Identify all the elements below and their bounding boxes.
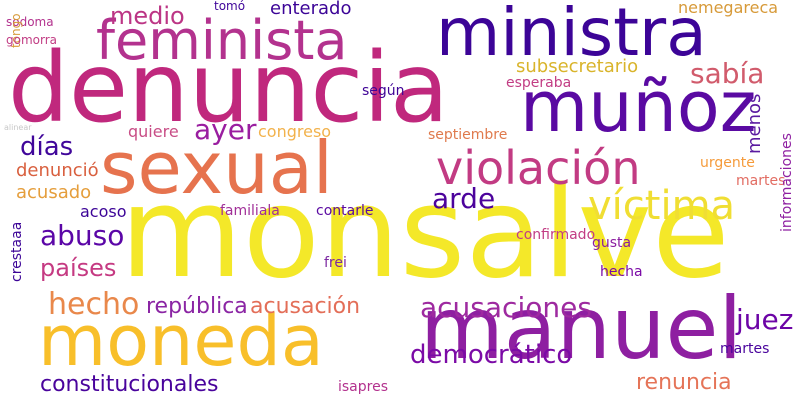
word: países: [40, 254, 117, 282]
word: ayer: [194, 113, 257, 146]
word: acusado: [16, 182, 92, 203]
word: moneda: [38, 300, 324, 382]
word: alinear: [4, 123, 32, 132]
word: monsalve: [120, 159, 730, 306]
word: hecho: [48, 287, 140, 322]
word: acusaciones: [420, 291, 592, 324]
word: manuel: [420, 279, 743, 379]
word: quiere: [128, 122, 179, 141]
word: días: [20, 132, 74, 162]
word: gusta: [592, 235, 632, 251]
word: tomó: [214, 0, 246, 13]
word: urgente: [700, 155, 755, 171]
word: juez: [736, 303, 794, 336]
word: república: [146, 294, 248, 319]
word: gomorra: [6, 33, 57, 47]
word: renuncia: [636, 370, 732, 395]
word: denuncia: [8, 32, 449, 144]
word: familiala: [220, 203, 280, 219]
word: arde: [432, 182, 496, 215]
word: democrático: [410, 340, 573, 370]
word: frei: [324, 255, 347, 271]
word: sodoma: [6, 15, 54, 29]
word: acusación: [250, 294, 361, 319]
word: acoso: [80, 202, 127, 221]
word: muñoz: [520, 66, 757, 148]
word: denunció: [16, 160, 99, 181]
word: informaciones: [779, 133, 795, 232]
word: violación: [436, 141, 641, 195]
word: esperaba: [506, 75, 572, 91]
word: medio: [110, 2, 185, 30]
word: enterado: [270, 0, 352, 19]
word: ministra: [436, 0, 707, 71]
word: sabía: [690, 57, 765, 90]
word: feminista: [96, 9, 348, 72]
word: hecha: [600, 264, 643, 280]
word: martes: [736, 173, 786, 189]
word: según: [362, 83, 405, 99]
word: crestaaa: [9, 221, 25, 282]
word: septiembre: [428, 127, 508, 143]
word: martes: [720, 341, 770, 357]
word: abuso: [40, 219, 125, 252]
word: constitucionales: [40, 372, 219, 397]
word: sexual: [100, 126, 333, 210]
word: menos: [744, 93, 765, 154]
word: contarle: [316, 203, 374, 219]
word: confirmado: [516, 227, 596, 243]
word: víctima: [588, 183, 736, 229]
word: isapres: [338, 379, 389, 395]
word: nemegareca: [678, 0, 779, 17]
word: subsecretario: [516, 56, 639, 77]
word: congreso: [258, 122, 332, 141]
